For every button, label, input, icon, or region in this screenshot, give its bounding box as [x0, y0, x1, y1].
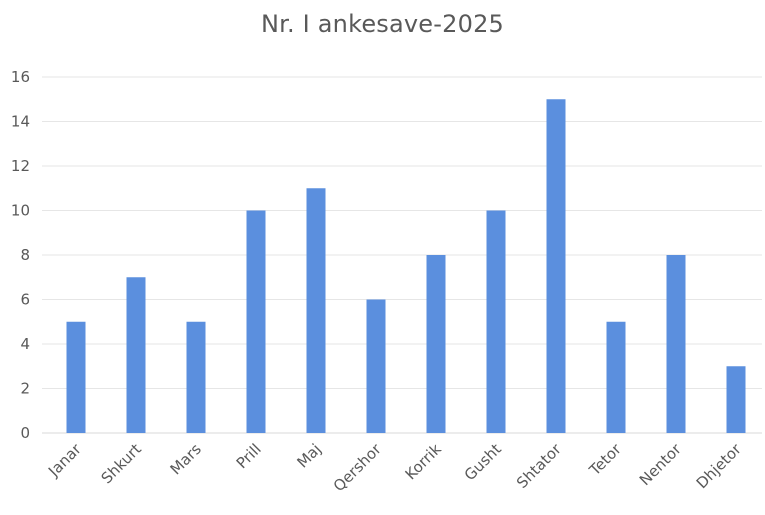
y-tick-label: 6 [20, 291, 30, 309]
y-tick-label: 14 [11, 113, 30, 131]
bar-qershor [366, 299, 386, 433]
y-tick-label: 4 [20, 335, 30, 353]
x-category-label: Qershor [330, 440, 386, 496]
bar-tetor [606, 321, 626, 433]
x-category-label: Gusht [461, 440, 505, 484]
y-axis-tick-labels: 0 2 4 6 8 10 12 14 16 [11, 68, 30, 442]
y-tick-label: 16 [11, 68, 30, 86]
gridlines [42, 76, 762, 434]
x-category-label: Janar [44, 440, 85, 481]
bar-korrik [426, 255, 446, 433]
x-category-label: Shtator [513, 440, 565, 492]
chart-title: Nr. I ankesave-2025 [260, 10, 505, 38]
bar-dhjetor [726, 366, 746, 433]
y-tick-label: 8 [20, 246, 30, 264]
x-category-label: Tetor [585, 440, 625, 480]
bar-janar [66, 321, 86, 433]
x-category-label: Mars [167, 440, 205, 478]
bar-shkurt [126, 277, 146, 433]
y-tick-label: 10 [11, 202, 30, 220]
bar-shtator [546, 99, 566, 433]
bar-mars [186, 321, 206, 433]
bar-nentor [666, 255, 686, 433]
bar-gusht [486, 210, 506, 433]
bar-maj [306, 188, 326, 433]
x-category-label: Maj [293, 440, 324, 471]
bars [66, 99, 746, 433]
y-tick-label: 12 [11, 157, 30, 175]
x-category-label: Korrik [402, 440, 445, 483]
y-tick-label: 0 [20, 424, 30, 442]
x-axis-category-labels: Janar Shkurt Mars Prill Maj Qershor Korrik Gush… [44, 440, 745, 496]
x-category-label: Shkurt [98, 440, 145, 487]
x-category-label: Prill [233, 440, 265, 472]
y-tick-label: 2 [20, 380, 30, 398]
x-category-label: Nentor [636, 440, 686, 490]
bar-prill [246, 210, 266, 433]
x-category-label: Dhjetor [693, 440, 746, 493]
